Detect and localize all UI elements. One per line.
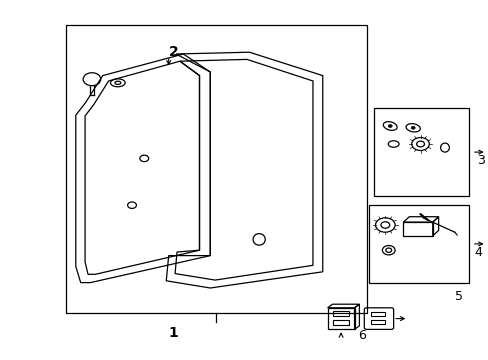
Bar <box>370 312 385 316</box>
Bar <box>327 308 354 329</box>
Bar <box>332 320 348 325</box>
Text: 2: 2 <box>168 45 178 59</box>
Bar <box>403 222 432 236</box>
Text: 6: 6 <box>357 329 365 342</box>
Bar <box>66 25 366 313</box>
Bar <box>370 320 385 324</box>
Bar <box>332 311 348 316</box>
Text: 4: 4 <box>473 246 481 258</box>
Text: 5: 5 <box>454 291 462 303</box>
Circle shape <box>387 125 391 127</box>
Bar <box>368 205 468 283</box>
Text: 3: 3 <box>476 154 484 167</box>
Bar <box>373 108 468 196</box>
Circle shape <box>410 126 414 129</box>
Text: 1: 1 <box>168 326 178 340</box>
